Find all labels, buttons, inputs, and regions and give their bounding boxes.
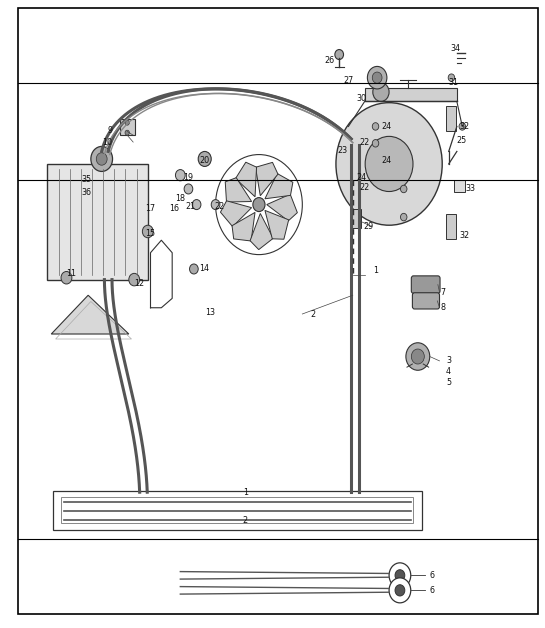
Polygon shape [250, 214, 273, 249]
Circle shape [448, 74, 455, 82]
Polygon shape [265, 210, 289, 239]
Circle shape [395, 570, 405, 581]
Circle shape [129, 273, 140, 286]
Text: 27: 27 [343, 76, 353, 85]
Text: 19: 19 [183, 173, 193, 182]
Text: 12: 12 [134, 279, 144, 288]
Text: 20: 20 [199, 156, 209, 165]
Text: 23: 23 [337, 146, 348, 154]
Circle shape [184, 184, 193, 194]
Circle shape [335, 50, 343, 60]
Text: 8: 8 [440, 303, 446, 312]
Text: 16: 16 [169, 205, 179, 214]
Circle shape [389, 578, 411, 603]
Text: 29: 29 [364, 222, 374, 231]
Polygon shape [221, 201, 252, 227]
Text: 14: 14 [199, 264, 209, 273]
Text: 4: 4 [446, 367, 451, 376]
Text: 1: 1 [243, 488, 247, 497]
Text: 7: 7 [440, 288, 446, 296]
Text: 35: 35 [82, 175, 92, 184]
Text: 2: 2 [311, 310, 316, 318]
Circle shape [336, 102, 442, 225]
Bar [47, 164, 148, 279]
Text: 6: 6 [430, 571, 435, 580]
Text: 22: 22 [359, 138, 370, 146]
Circle shape [372, 72, 382, 84]
Polygon shape [235, 162, 257, 197]
Circle shape [372, 139, 379, 147]
Circle shape [211, 200, 220, 210]
Text: 32: 32 [459, 231, 470, 241]
Circle shape [142, 225, 153, 238]
Circle shape [401, 214, 407, 221]
Circle shape [395, 585, 405, 596]
Text: 21: 21 [186, 202, 196, 211]
Text: 18: 18 [175, 194, 185, 203]
Text: 1: 1 [373, 266, 378, 274]
Bar [53, 491, 422, 529]
Circle shape [253, 198, 265, 212]
Text: 22: 22 [359, 183, 370, 192]
Circle shape [175, 170, 185, 181]
Bar [365, 88, 457, 102]
Text: 30: 30 [356, 94, 367, 103]
Bar [119, 119, 135, 135]
Text: 2: 2 [243, 516, 248, 525]
Circle shape [459, 122, 465, 130]
Circle shape [406, 343, 430, 371]
Circle shape [125, 120, 129, 125]
Bar [61, 497, 414, 524]
Circle shape [198, 151, 211, 166]
Text: 36: 36 [82, 188, 92, 197]
Circle shape [365, 136, 413, 192]
Bar [446, 106, 456, 131]
Text: 31: 31 [449, 78, 459, 87]
Text: 33: 33 [465, 185, 475, 193]
Circle shape [367, 67, 387, 89]
Polygon shape [267, 194, 298, 221]
Text: 26: 26 [324, 57, 334, 65]
Circle shape [411, 349, 425, 364]
Text: 10: 10 [102, 138, 112, 146]
Text: 22: 22 [215, 202, 225, 211]
Circle shape [373, 83, 389, 102]
Text: 17: 17 [145, 205, 155, 214]
Bar [446, 214, 456, 239]
Text: 13: 13 [205, 308, 215, 317]
Circle shape [91, 146, 113, 171]
Circle shape [401, 185, 407, 193]
Text: 15: 15 [145, 229, 155, 239]
Circle shape [192, 200, 201, 210]
Text: 6: 6 [430, 586, 435, 595]
Bar [351, 209, 361, 228]
Polygon shape [51, 295, 129, 334]
Polygon shape [265, 173, 293, 199]
Polygon shape [256, 163, 278, 196]
Text: 9: 9 [107, 126, 112, 135]
Bar [454, 180, 465, 192]
Circle shape [61, 271, 72, 284]
Circle shape [389, 563, 411, 588]
Text: 5: 5 [446, 378, 451, 387]
FancyBboxPatch shape [411, 276, 440, 293]
Text: 24: 24 [356, 173, 367, 182]
FancyBboxPatch shape [413, 293, 439, 309]
Text: 3: 3 [446, 357, 451, 365]
Circle shape [372, 122, 379, 130]
Text: 11: 11 [66, 269, 76, 278]
Text: 25: 25 [457, 136, 467, 144]
Polygon shape [225, 178, 252, 202]
Circle shape [125, 130, 129, 135]
Polygon shape [232, 212, 255, 241]
Text: 24: 24 [381, 122, 391, 131]
Circle shape [96, 153, 107, 165]
Text: 34: 34 [450, 44, 461, 53]
Text: 24: 24 [381, 156, 391, 165]
Text: 32: 32 [459, 122, 470, 131]
Circle shape [190, 264, 198, 274]
